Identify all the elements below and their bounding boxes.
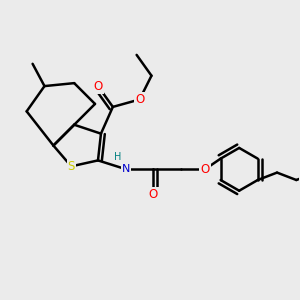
Text: O: O — [200, 163, 210, 176]
Text: O: O — [93, 80, 103, 93]
Text: O: O — [135, 93, 144, 106]
Text: S: S — [68, 160, 75, 173]
Text: H: H — [114, 152, 122, 162]
Text: O: O — [148, 188, 158, 201]
Text: N: N — [122, 164, 130, 174]
